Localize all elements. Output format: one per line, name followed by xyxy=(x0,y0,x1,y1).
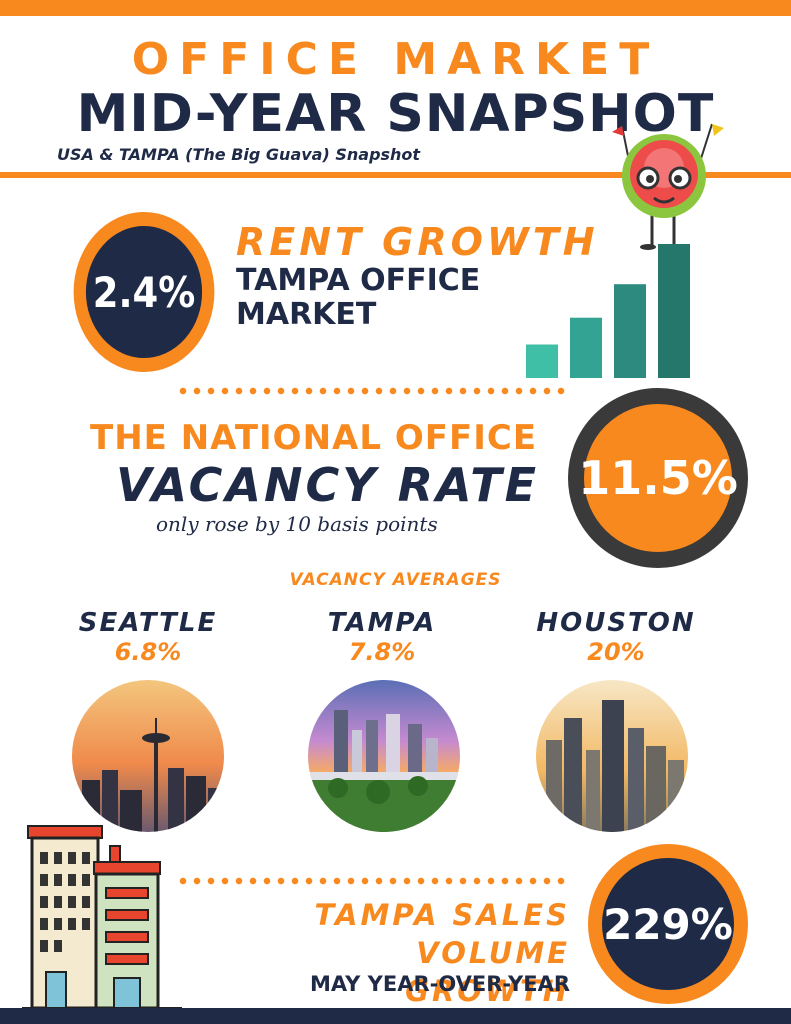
bottom-accent-bar xyxy=(0,1008,791,1024)
subtitle: USA & TAMPA (The Big Guava) Snapshot xyxy=(57,145,421,164)
tampa-skyline-photo xyxy=(308,680,460,832)
city-tampa: TAMPA 7.8% xyxy=(282,608,482,666)
guava-mascot-icon xyxy=(612,123,724,250)
sales-volume-heading-line2: VOLUME GROWTH xyxy=(405,936,570,1008)
growth-bar xyxy=(526,344,558,378)
rent-growth-value: 2.4% xyxy=(92,267,196,317)
sales-volume-circle: 229% xyxy=(588,844,748,1004)
rent-growth-heading: RENT GROWTH xyxy=(236,220,599,264)
city-name: SEATTLE xyxy=(78,608,218,638)
title-office-market: OFFICE MARKET xyxy=(131,34,660,85)
top-accent-bar xyxy=(0,0,791,16)
vacancy-averages-label: VACANCY AVERAGES xyxy=(289,570,502,590)
vacancy-rate-heading: VACANCY RATE xyxy=(116,458,540,512)
city-seattle: SEATTLE 6.8% xyxy=(48,608,248,666)
city-vacancy-value: 7.8% xyxy=(348,638,416,666)
houston-skyline-photo xyxy=(536,680,688,832)
rent-growth-circle: 2.4% xyxy=(73,212,215,372)
office-buildings-icon xyxy=(22,825,182,1011)
city-vacancy-value: 6.8% xyxy=(114,638,182,666)
header-divider xyxy=(0,172,791,178)
sales-volume-subheading: MAY YEAR-OVER-YEAR xyxy=(309,972,570,996)
sales-volume-heading: TAMPA SALES VOLUME GROWTH xyxy=(250,896,570,1010)
rent-growth-subheading: TAMPA OFFICE MARKET xyxy=(236,263,481,332)
dotted-divider xyxy=(176,386,568,396)
vacancy-rate-circle: 11.5% xyxy=(568,388,748,568)
seattle-skyline-photo xyxy=(72,680,224,832)
bar-chart-icon xyxy=(526,244,690,378)
national-office-heading: THE NATIONAL OFFICE xyxy=(90,418,538,458)
sales-volume-value: 229% xyxy=(603,899,733,949)
growth-bar xyxy=(658,244,690,378)
vacancy-note: only rose by 10 basis points xyxy=(156,512,438,536)
vacancy-rate-value: 11.5% xyxy=(578,451,738,505)
sales-volume-heading-line1: TAMPA SALES xyxy=(314,898,570,932)
growth-bar xyxy=(614,284,646,378)
dotted-divider xyxy=(176,876,568,886)
city-name: HOUSTON xyxy=(536,608,696,638)
city-name: TAMPA xyxy=(327,608,437,638)
city-houston: HOUSTON 20% xyxy=(516,608,716,666)
growth-bar xyxy=(570,317,602,378)
city-vacancy-value: 20% xyxy=(587,638,645,666)
title-mid-year-snapshot: MID-YEAR SNAPSHOT xyxy=(76,84,715,144)
